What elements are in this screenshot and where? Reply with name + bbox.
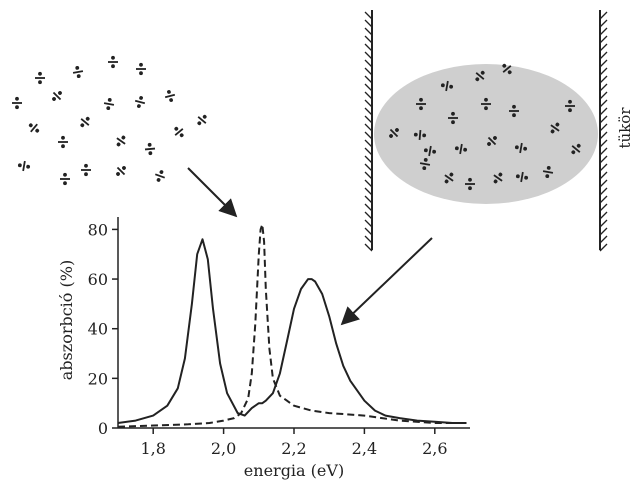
right-mirror <box>599 10 608 252</box>
series-layer <box>117 223 467 428</box>
molecule-icon <box>16 159 32 173</box>
y-tick-label: 80 <box>88 220 108 239</box>
molecule-icon <box>34 71 46 85</box>
molecule-icon <box>59 171 71 187</box>
x-axis-label: energia (eV) <box>244 461 344 480</box>
absorption-chart: 0 20 40 60 80 1,8 2,0 2,2 2,4 2,6 energia (eV) a… <box>57 217 470 480</box>
free-molecules-cluster <box>11 55 211 187</box>
cavity-molecules-ellipse <box>374 64 598 204</box>
dashed-series-line <box>117 223 467 428</box>
y-tick-label: 0 <box>98 419 108 438</box>
y-axis-label: abszorbció (%) <box>57 260 76 380</box>
molecule-icon <box>107 55 119 69</box>
molecule-icon <box>152 167 168 185</box>
molecule-icon <box>112 132 130 150</box>
molecule-icon <box>11 96 23 110</box>
left-mirror <box>364 10 373 252</box>
y-tick-label: 60 <box>88 270 108 289</box>
molecule-icon <box>57 134 69 150</box>
x-tick-label: 2,0 <box>211 439 236 458</box>
y-ticks: 0 20 40 60 80 <box>88 220 118 438</box>
molecule-icon <box>170 123 188 141</box>
optical-cavity: tükör <box>364 10 633 252</box>
molecule-icon <box>48 87 66 105</box>
solid-series-line <box>117 238 467 424</box>
molecule-icon <box>162 87 178 105</box>
molecule-icon <box>76 113 94 131</box>
x-tick-label: 2,4 <box>352 439 377 458</box>
molecule-icon <box>112 162 130 180</box>
molecule-icon <box>25 119 43 137</box>
x-ticks: 1,8 2,0 2,2 2,4 2,6 <box>140 428 448 458</box>
molecule-icon <box>193 111 211 129</box>
molecule-icon <box>132 93 148 111</box>
arrow-cavity-to-solid <box>340 237 433 326</box>
y-tick-label: 20 <box>88 369 108 388</box>
x-tick-label: 2,2 <box>281 439 306 458</box>
molecule-icon <box>135 62 147 76</box>
x-tick-label: 2,6 <box>422 439 447 458</box>
molecule-icon <box>71 64 85 80</box>
arrow-free-to-dashed <box>187 167 238 218</box>
molecule-icon <box>143 141 157 157</box>
molecule-icon <box>80 162 92 178</box>
mirror-label: tükör <box>616 107 633 149</box>
x-tick-label: 1,8 <box>140 439 165 458</box>
molecule-icon <box>102 96 116 112</box>
y-tick-label: 40 <box>88 320 108 339</box>
